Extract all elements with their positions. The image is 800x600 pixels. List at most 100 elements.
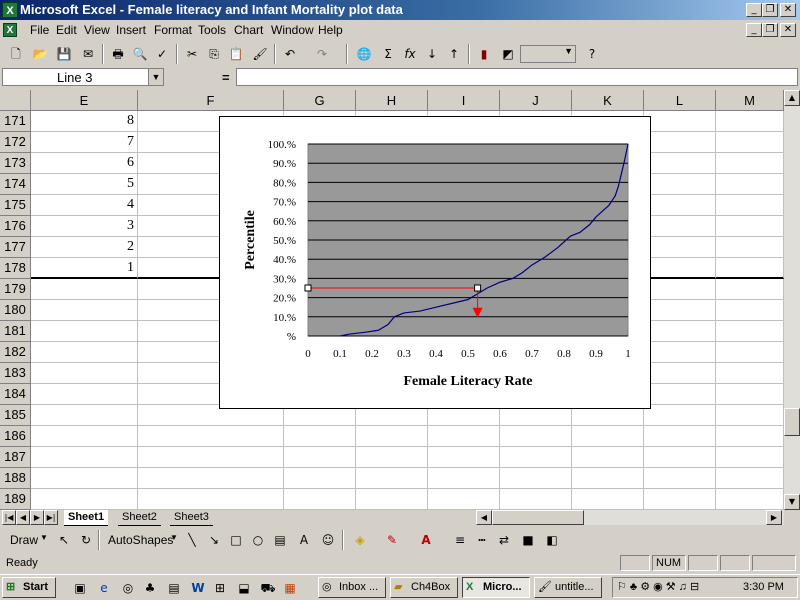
cell[interactable]	[31, 363, 138, 384]
spelling-icon[interactable]: ✓	[156, 47, 168, 61]
cell[interactable]	[572, 468, 644, 489]
row-header[interactable]: 174	[0, 174, 31, 195]
menu-format[interactable]: Format	[154, 23, 193, 37]
cell[interactable]: 6	[31, 153, 138, 174]
tray-icons[interactable]: ⚐ ♣ ⚙ ◉ ⚒ ♫ ⊟	[617, 581, 700, 593]
line-color-icon[interactable]: ✎	[386, 533, 398, 547]
cell[interactable]	[716, 384, 784, 405]
next-sheet-icon[interactable]: ▶	[30, 510, 44, 525]
font-color-icon[interactable]: A	[421, 533, 431, 547]
cell[interactable]	[644, 258, 716, 279]
cell[interactable]	[572, 405, 644, 426]
cell[interactable]	[644, 363, 716, 384]
chevron-down-icon[interactable]: ▼	[148, 69, 163, 85]
task-paint[interactable]: 🖌 untitle...	[534, 577, 602, 598]
cell[interactable]	[284, 468, 356, 489]
autosum-icon[interactable]: Σ	[384, 47, 392, 61]
new-icon[interactable]: 🗋	[11, 47, 21, 61]
menu-chart[interactable]: Chart	[234, 23, 264, 37]
dash-style-icon[interactable]: ┅	[478, 533, 486, 547]
cell[interactable]	[356, 489, 428, 510]
menu-tools[interactable]: Tools	[198, 23, 227, 37]
cell[interactable]	[284, 405, 356, 426]
row-header[interactable]: 185	[0, 405, 31, 426]
paste-icon[interactable]: 📋	[228, 47, 244, 61]
arrow-icon[interactable]: ↘	[208, 533, 220, 547]
row-header[interactable]: 183	[0, 363, 31, 384]
cell[interactable]	[572, 426, 644, 447]
quicklaunch-desktop-icon[interactable]: ▣	[74, 581, 86, 595]
cell[interactable]	[500, 489, 572, 510]
cell[interactable]	[716, 468, 784, 489]
select-objects-icon[interactable]: ↖	[58, 533, 70, 547]
column-header-l[interactable]: L	[644, 90, 716, 111]
quicklaunch-app-icon[interactable]: ⊞	[214, 581, 226, 595]
menu-file[interactable]: File	[30, 23, 50, 37]
task-excel[interactable]: X Micro...	[462, 577, 530, 598]
row-header[interactable]: 187	[0, 447, 31, 468]
cell[interactable]	[644, 447, 716, 468]
undo-icon[interactable]: ↶	[284, 47, 296, 61]
wordart-icon[interactable]: A	[299, 533, 309, 547]
quicklaunch-app-icon[interactable]: ⬓	[238, 581, 250, 595]
row-header[interactable]: 173	[0, 153, 31, 174]
textbox-icon[interactable]: ▤	[274, 533, 286, 547]
scroll-up-icon[interactable]: ▲	[784, 90, 800, 106]
cell[interactable]	[356, 405, 428, 426]
cell[interactable]	[428, 405, 500, 426]
cell[interactable]: 1	[31, 258, 138, 279]
cell[interactable]	[644, 300, 716, 321]
row-header[interactable]: 179	[0, 279, 31, 300]
menu-window[interactable]: Window	[271, 23, 314, 37]
clipart-icon[interactable]: ☺	[321, 533, 335, 547]
cell[interactable]	[284, 489, 356, 510]
cell[interactable]	[644, 174, 716, 195]
cell[interactable]	[716, 258, 784, 279]
cell[interactable]	[716, 300, 784, 321]
cell[interactable]	[716, 489, 784, 510]
draw-menu[interactable]: Draw	[10, 533, 39, 547]
oval-icon[interactable]: ○	[252, 533, 264, 547]
row-header[interactable]: 189	[0, 489, 31, 510]
cell[interactable]	[31, 447, 138, 468]
row-header[interactable]: 181	[0, 321, 31, 342]
cell[interactable]	[716, 363, 784, 384]
cell[interactable]	[138, 489, 284, 510]
cell[interactable]	[644, 279, 716, 300]
last-sheet-icon[interactable]: ▶|	[44, 510, 58, 525]
function-icon[interactable]: fx	[404, 47, 416, 61]
column-header-e[interactable]: E	[31, 90, 138, 111]
rectangle-icon[interactable]: □	[230, 533, 242, 547]
cell[interactable]	[428, 468, 500, 489]
copy-icon[interactable]: ⎘	[209, 47, 219, 61]
formula-input[interactable]	[236, 68, 798, 86]
quicklaunch-app-icon[interactable]: ▦	[284, 581, 296, 595]
column-header-j[interactable]: J	[500, 90, 572, 111]
cell[interactable]	[428, 426, 500, 447]
cut-icon[interactable]: ✂	[186, 47, 198, 61]
h-scroll-thumb[interactable]	[492, 510, 584, 525]
print-icon[interactable]: 🖶	[112, 47, 124, 61]
row-header[interactable]: 171	[0, 111, 31, 132]
cell[interactable]	[644, 237, 716, 258]
autoshapes-menu[interactable]: AutoShapes	[108, 533, 174, 547]
fill-color-icon[interactable]: ◈	[355, 533, 365, 547]
cell[interactable]	[500, 468, 572, 489]
menu-insert[interactable]: Insert	[116, 23, 147, 37]
row-header[interactable]: 172	[0, 132, 31, 153]
cell[interactable]	[31, 468, 138, 489]
task-inbox[interactable]: ◎ Inbox ...	[318, 577, 386, 598]
open-icon[interactable]: 📂	[32, 47, 48, 61]
quicklaunch-app-icon[interactable]: ▤	[168, 581, 180, 595]
start-button[interactable]: ⊞ Start	[2, 577, 56, 598]
cell[interactable]	[716, 426, 784, 447]
scroll-right-icon[interactable]: ▶	[766, 510, 782, 525]
arrow-style-icon[interactable]: ⇄	[498, 533, 510, 547]
prev-sheet-icon[interactable]: ◀	[16, 510, 30, 525]
cell[interactable]	[356, 468, 428, 489]
row-header[interactable]: 178	[0, 258, 31, 279]
column-header-f[interactable]: F	[138, 90, 284, 111]
cell[interactable]	[644, 405, 716, 426]
sort-ascending-icon[interactable]: ↓	[426, 47, 438, 61]
cell[interactable]	[716, 321, 784, 342]
